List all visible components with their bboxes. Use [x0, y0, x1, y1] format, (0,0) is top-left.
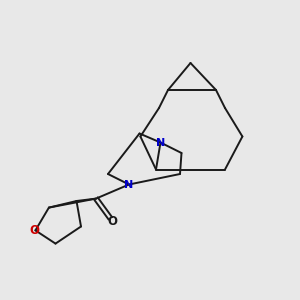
Text: O: O	[107, 215, 117, 228]
Text: O: O	[29, 224, 40, 237]
Text: N: N	[156, 137, 165, 148]
Text: N: N	[124, 179, 134, 190]
